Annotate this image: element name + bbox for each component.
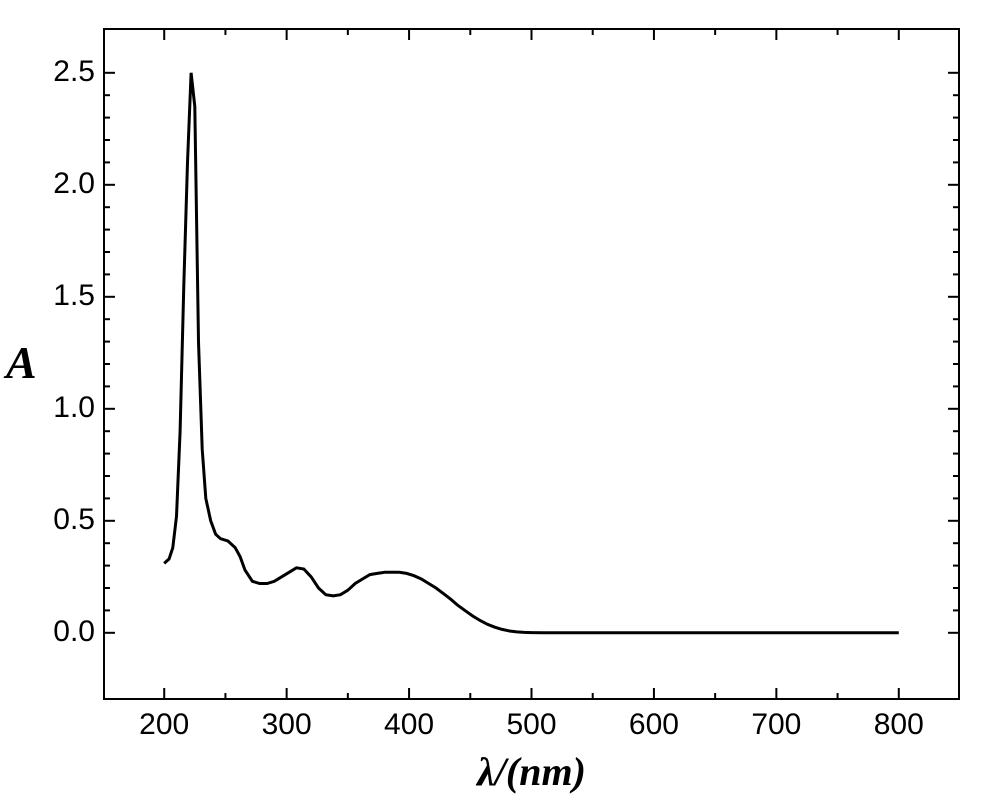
spectrum-chart: A λ/(nm) 2003004005006007008000.00.51.01… [0, 0, 1000, 807]
y-tick-label: 0.5 [53, 503, 95, 537]
x-tick-label: 300 [259, 708, 315, 742]
x-tick-label: 400 [381, 708, 437, 742]
y-tick-label: 1.0 [53, 391, 95, 425]
y-tick-label: 2.0 [53, 167, 95, 201]
x-tick-label: 500 [504, 708, 560, 742]
plot-area [103, 28, 960, 700]
y-tick-label: 0.0 [53, 615, 95, 649]
x-tick-label: 200 [136, 708, 192, 742]
x-tick-label: 700 [748, 708, 804, 742]
x-tick-label: 800 [871, 708, 927, 742]
y-tick-label: 1.5 [53, 279, 95, 313]
x-tick-label: 600 [626, 708, 682, 742]
y-tick-label: 2.5 [53, 55, 95, 89]
